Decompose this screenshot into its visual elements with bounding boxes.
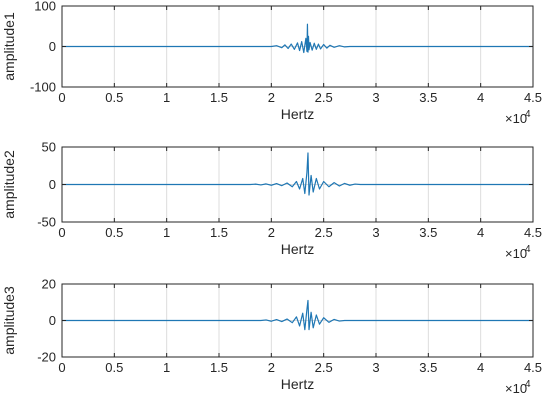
subplot-2: 0 0.5 1 1.5 2 2.5 3 3.5 4 4.5500-50Hertzamplitude…	[1, 140, 542, 262]
x-axis-label: Hertz	[281, 106, 314, 122]
y-tick-label: 0	[49, 313, 56, 328]
x-tick-label: 4.5	[524, 225, 542, 240]
x-exponent-power: 4	[525, 244, 531, 255]
x-tick-label: 0.5	[105, 360, 123, 375]
x-tick-label: 4	[477, 90, 484, 105]
x-tick-label: 4	[477, 360, 484, 375]
y-tick-label: -20	[37, 350, 56, 365]
y-tick-label: 20	[42, 277, 56, 292]
x-exponent-power: 4	[525, 109, 531, 120]
series-line-1	[62, 299, 533, 331]
x-tick-label: 3	[372, 90, 379, 105]
x-tick-label: 2.5	[315, 90, 333, 105]
y-axis-label: amplitude3	[1, 286, 17, 355]
x-exponent-label: ×10	[505, 246, 527, 261]
x-tick-label: 3.5	[419, 90, 437, 105]
x-tick-label: 1	[163, 360, 170, 375]
x-tick-label: 0	[58, 360, 65, 375]
x-tick-label: 0	[58, 225, 65, 240]
x-tick-label: 3	[372, 225, 379, 240]
x-tick-label: 2	[268, 225, 275, 240]
x-tick-label: 2.5	[315, 360, 333, 375]
x-tick-label: 1	[163, 225, 170, 240]
y-tick-label: -100	[30, 80, 56, 95]
x-tick-label: 3	[372, 360, 379, 375]
subplots: 0 0.5 1 1.5 2 2.5 3 3.5 4 4.51000-100Hertzamplitu…	[1, 0, 542, 396]
x-tick-label: 2	[268, 360, 275, 375]
series-line-1	[62, 23, 533, 54]
x-tick-label: 0.5	[105, 90, 123, 105]
x-axis-label: Hertz	[281, 241, 314, 257]
x-tick-label: 0	[58, 90, 65, 105]
y-tick-label: -50	[37, 215, 56, 230]
x-tick-label: 1.5	[210, 360, 228, 375]
x-exponent-label: ×10	[505, 381, 527, 396]
y-axis-label: amplitude2	[1, 150, 17, 219]
x-tick-label: 0.5	[105, 225, 123, 240]
x-tick-label: 4	[477, 225, 484, 240]
x-tick-label: 3.5	[419, 225, 437, 240]
x-tick-label: 3.5	[419, 360, 437, 375]
x-tick-label: 4.5	[524, 90, 542, 105]
subplot-3: 0 0.5 1 1.5 2 2.5 3 3.5 4 4.5200-20Hertzamplitude…	[1, 277, 542, 397]
y-tick-label: 100	[34, 0, 56, 14]
x-exponent-label: ×10	[505, 111, 527, 126]
x-axis-label: Hertz	[281, 376, 314, 392]
x-tick-label: 2	[268, 90, 275, 105]
y-tick-label: 50	[42, 140, 56, 155]
y-tick-label: 0	[49, 177, 56, 192]
x-tick-label: 1.5	[210, 225, 228, 240]
x-tick-label: 1.5	[210, 90, 228, 105]
y-axis-label: amplitude1	[1, 12, 17, 81]
series-line-1	[62, 152, 533, 196]
x-tick-label: 1	[163, 90, 170, 105]
x-tick-label: 4.5	[524, 360, 542, 375]
y-tick-label: 0	[49, 39, 56, 54]
x-tick-label: 2.5	[315, 225, 333, 240]
subplot-1: 0 0.5 1 1.5 2 2.5 3 3.5 4 4.51000-100Hertzamplitu…	[1, 0, 542, 126]
x-exponent-power: 4	[525, 379, 531, 390]
